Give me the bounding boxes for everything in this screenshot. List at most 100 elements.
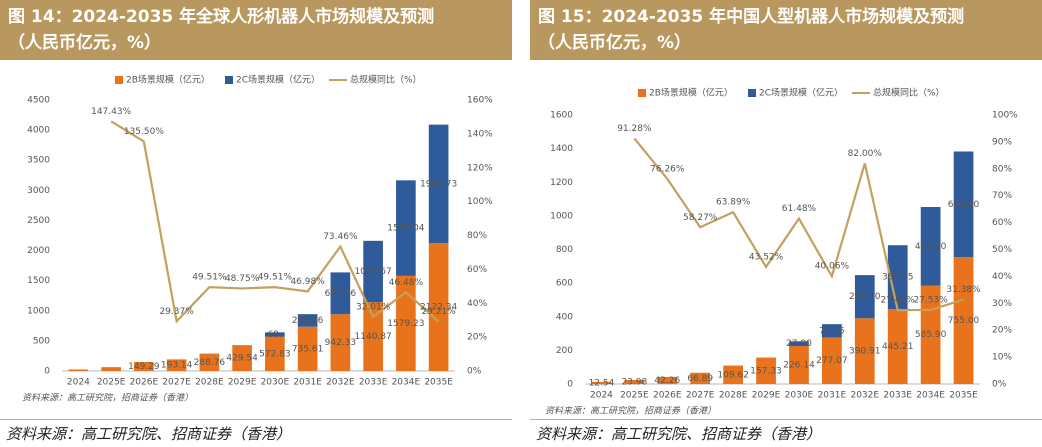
footnote: 资料来源：高工研究院、招商证券（香港） [536, 425, 822, 443]
x-tick-label: 2034E [392, 378, 421, 388]
y-tick-label: 4500 [27, 96, 50, 106]
y-tick-label: 200 [556, 346, 573, 356]
bar [428, 124, 449, 244]
bar [887, 245, 908, 310]
chart-title: 图 14：2024-2035 年全球人形机器人市场规模及预测 [8, 7, 435, 27]
bar-value-label: 942.33 [325, 338, 357, 348]
y-tick-label: 1500 [27, 276, 50, 286]
y-tick-label: 0 [567, 380, 573, 390]
bar-value-label: 429.54 [226, 354, 258, 364]
bar [657, 376, 678, 384]
legend-swatch [115, 76, 123, 84]
bar-value-label: 755.00 [948, 316, 980, 326]
bar [920, 207, 941, 286]
y2-tick-label: 50% [992, 245, 1012, 255]
line-value-label: 82.00% [848, 149, 883, 159]
bar-value-label: 1968.73 [420, 179, 457, 189]
line-value-label: 49.51% [192, 273, 227, 283]
bar-value-label: 1579.23 [387, 319, 424, 329]
line-value-label: 76.26% [650, 164, 685, 174]
chart-header: 图 15：2024-2035 年中国人型机器人市场规模及预测 （人民币亿元，%） [530, 0, 1042, 60]
line-value-label: 73.46% [323, 232, 358, 242]
y-tick-label: 1200 [550, 178, 573, 188]
x-tick-label: 2032E [850, 391, 879, 401]
footnote: 资料来源：高工研究院、招商证券（香港） [6, 425, 292, 443]
y-tick-label: 1600 [550, 111, 573, 121]
bar [756, 357, 776, 384]
bar [396, 275, 416, 371]
x-tick-label: 2024 [590, 391, 613, 401]
bar [199, 353, 220, 371]
chart-subtitle: （人民币亿元，%） [538, 33, 692, 53]
x-tick-label: 2024 [67, 378, 90, 388]
bar-value-label: 157.33 [750, 366, 782, 376]
bar-value-label: 69. [268, 330, 282, 340]
x-tick-label: 2033E [883, 391, 912, 401]
y-tick-label: 2500 [27, 216, 50, 226]
line [110, 120, 440, 324]
bar [265, 336, 285, 371]
bar [822, 337, 842, 384]
legend-label: 2C场景规模（亿元） [759, 87, 843, 99]
y2-tick-label: 10% [992, 353, 1012, 363]
bar [363, 302, 383, 371]
bar-value-label: 193.14 [161, 361, 193, 371]
x-tick-label: 2027E [686, 391, 715, 401]
bar-value-label: 78.75 [819, 326, 845, 336]
y-tick-label: 2000 [27, 246, 50, 256]
bar-value-label: 12.54 [589, 378, 615, 388]
x-tick-label: 2025E [97, 378, 126, 388]
y2-tick-label: 30% [992, 299, 1012, 309]
panel: 图 14：2024-2035 年全球人形机器人市场规模及预测 （人民币亿元，%）… [0, 0, 512, 447]
x-tick-label: 2029E [228, 378, 257, 388]
bar [854, 275, 875, 319]
x-tick-label: 2026E [130, 378, 159, 388]
y-tick-label: 800 [556, 245, 573, 255]
bar-value-label: 445.21 [882, 342, 914, 352]
x-tick-label: 2030E [785, 391, 814, 401]
y2-tick-label: 40% [467, 299, 487, 309]
legend-label: 总规模同比（%） [350, 74, 422, 86]
line-value-label: 58.27% [683, 213, 718, 223]
line-value-label: 31.38% [946, 285, 981, 295]
panel: 图 15：2024-2035 年中国人型机器人市场规模及预测 （人民币亿元，%）… [530, 0, 1042, 447]
legend-label: 2B场景规模（亿元） [649, 87, 733, 99]
line-value-label: 40.06% [815, 262, 850, 272]
line-value-label: 29.21% [421, 307, 456, 317]
bar [134, 362, 154, 371]
chart: 0 200 400 600 800 1000 1200 1400 1600 0% 10% 20% 30%… [530, 87, 1042, 420]
bar-value-label: 277.07 [816, 356, 848, 366]
line-value-label: 48.75% [225, 274, 260, 284]
x-tick-label: 2033E [359, 378, 388, 388]
line-value-label: 46.98% [290, 277, 325, 287]
x-tick-label: 2031E [818, 391, 847, 401]
y2-tick-label: 140% [467, 129, 493, 139]
bar [396, 180, 416, 276]
bar-value-label: 149.29 [128, 362, 160, 372]
y-tick-label: 4000 [27, 126, 50, 136]
chart-source: 资料来源：高工研究院，招商证券（香港） [545, 406, 716, 417]
y-tick-label: 500 [33, 336, 50, 346]
chart: 0 500 1000 1500 2000 2500 3000 3500 4000 4500 0% 20… [0, 74, 512, 420]
bar [297, 326, 318, 371]
bar [68, 369, 89, 371]
y2-tick-label: 120% [467, 163, 493, 173]
x-tick-label: 2025E [620, 391, 649, 401]
bar [265, 332, 285, 337]
y-tick-label: 1400 [550, 144, 573, 154]
y-tick-label: 400 [556, 312, 573, 322]
y2-tick-label: 40% [992, 272, 1012, 282]
y-tick-label: 600 [556, 279, 573, 289]
bar-value-label: 390.91 [849, 347, 881, 357]
bar [297, 314, 318, 327]
bar-value-label: 1020.67 [355, 267, 392, 277]
y2-tick-label: 80% [992, 164, 1012, 174]
bar-value-label: 109.62 [717, 370, 749, 380]
line-value-label: 27.53% [913, 295, 948, 305]
line-value-label: 61.48% [782, 204, 817, 214]
y2-tick-label: 70% [992, 191, 1012, 201]
bar [789, 345, 809, 384]
x-tick-label: 2034E [916, 391, 945, 401]
bar-value-label: 226.14 [783, 360, 815, 370]
x-tick-label: 2035E [424, 378, 453, 388]
